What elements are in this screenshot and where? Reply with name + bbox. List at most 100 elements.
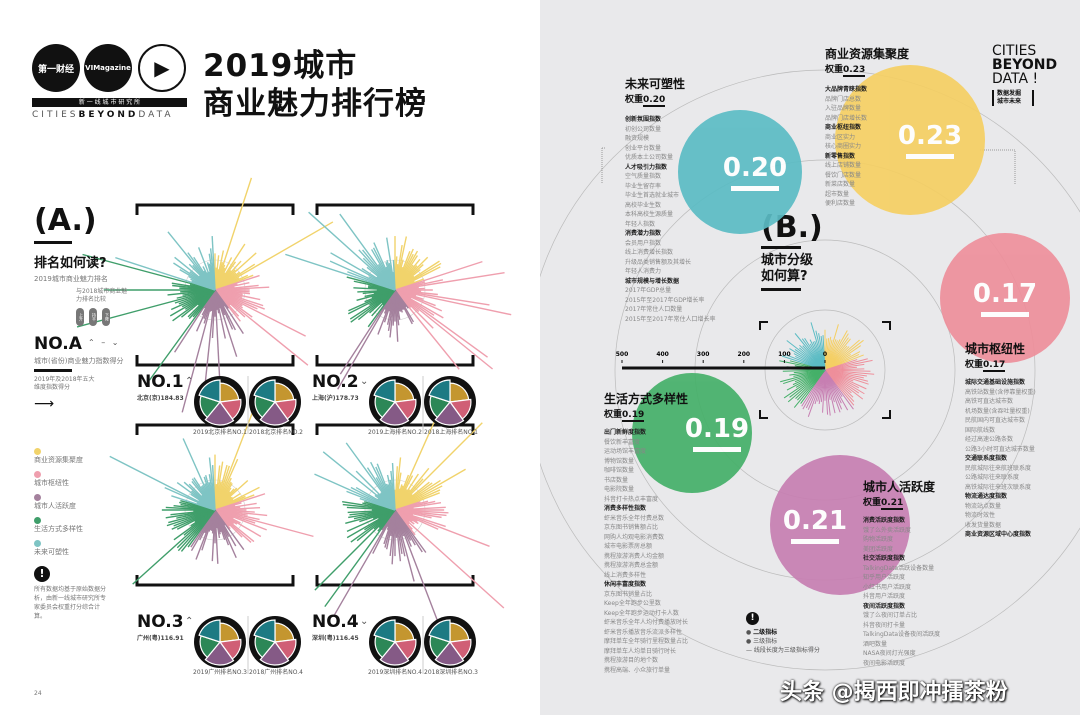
weight-value: 0.17: [972, 279, 1038, 309]
brand-block: CITIES BEYOND DATA ! 数据发掘 城市未来: [992, 44, 1057, 106]
indicator-tertiary: 携程旅游消费总金额: [604, 562, 659, 569]
legend-dot-icon: [34, 517, 41, 524]
underline: [906, 154, 954, 159]
methodology-note: 所有数据均基于原始数据分析，由新一线城市研究所专家委员会权重打分综合计算。: [34, 586, 107, 620]
arrow-right-icon: ⟶: [34, 396, 55, 412]
legend-item: 商业资源集聚度: [34, 448, 83, 465]
indicator-tertiary: 电影院数量: [604, 486, 635, 493]
city-score: 上海(沪)178.73: [312, 395, 359, 402]
indicator-tertiary: 餐饮门店数量: [825, 171, 862, 179]
indicator-secondary: 大品牌青睐指数: [825, 86, 868, 93]
burst-ray: [394, 271, 505, 291]
exclamation-icon: !: [746, 612, 759, 625]
indicator-tertiary: 饿了么夜间订单占比: [863, 612, 918, 619]
indicator-tertiary: 民航城际往来航班联系度: [965, 464, 1032, 472]
burst-ray: [181, 289, 216, 413]
burst-ray: [214, 289, 222, 392]
city-pies: [194, 376, 301, 434]
legend-dot-icon: [34, 448, 41, 455]
burst-ray: [324, 509, 396, 608]
brand-line: DATA !: [992, 71, 1039, 87]
divider: [34, 241, 72, 244]
trend-down-label: 下降: [102, 308, 110, 326]
weight-diagram: 500 400 300 200 100 0: [540, 69, 1080, 671]
indicator-list: 创新氛围指数 初创公司数量 融资规模 创业平台数量 优质本土公司数量 人才吸引力指数 空气质…: [625, 115, 716, 324]
axis-tick-label: 200: [738, 351, 751, 358]
burst-ray: [394, 289, 460, 370]
indicator-tertiary: 初创公司数量: [625, 125, 662, 133]
weight-circle-hub: 0.17: [940, 233, 1070, 363]
indicator-tertiary: 便利店数量: [825, 200, 856, 207]
pie-slice: [379, 401, 410, 426]
indicator-tertiary: 抖音打卡热点丰富度: [604, 495, 659, 503]
indicator-tertiary: 虾米音乐播放音乐流派多样性: [604, 628, 683, 636]
how-to-read-sub: 2019城市商业魅力排名: [34, 275, 108, 283]
trend-down-icon: ⌄: [360, 616, 369, 627]
frame-bracket: [135, 203, 295, 367]
burst-ray: [308, 211, 396, 291]
city-rank: NO.2: [312, 372, 359, 392]
watermark: 头条 @揭西即冲擂茶粉: [780, 680, 1008, 705]
indicator-tertiary: 摩拜单车人均单日骑行时长: [604, 647, 677, 655]
dimension-title: 城市枢纽性: [965, 342, 1026, 356]
dimension-weight: 权重0.20: [625, 95, 666, 107]
indicator-secondary: 消费潜力指数: [625, 230, 662, 237]
indicator-secondary: 交通联系度指数: [965, 455, 1008, 462]
axis-tick-label: 400: [656, 351, 669, 358]
logo-tagline: CITIESBEYONDDATA: [32, 110, 174, 120]
city-score: 深圳(粤)116.45: [312, 635, 359, 642]
pie-label-2019: 2019深圳排名NO.4: [368, 669, 422, 676]
underline: [731, 186, 779, 191]
trend-up-label: 上升: [76, 308, 84, 326]
indicator-tertiary: 携程旅游目的地个数: [604, 657, 659, 664]
trend-flat-label: 持平: [89, 308, 97, 326]
city-card: NO.1 ⌃ 北京(京)184.83 2019北京排名NO.1 2018北京排名NO.2: [137, 372, 312, 444]
rank-example: NO.A: [34, 334, 82, 354]
burst-ray: [214, 289, 306, 337]
indicator-tertiary: 运动场馆丰富度: [604, 448, 647, 455]
burst-ray: [394, 289, 512, 316]
legend-dot-icon: [34, 494, 41, 501]
burst-ray: [76, 289, 216, 328]
indicator-tertiary: 餐饮新丰富度: [604, 438, 641, 446]
brand-line: BEYOND: [992, 57, 1058, 73]
indicator-tertiary: 高铁站数量(含停靠量权重): [965, 388, 1036, 396]
pie-label-2019: 2019北京排名NO.1: [193, 429, 247, 436]
indicator-secondary: 出门新鲜度指数: [604, 429, 647, 436]
burst-ray: [394, 289, 488, 358]
burst-ray: [339, 289, 396, 375]
pie-slice: [198, 619, 221, 643]
trend-arrows-legend: 上升 持平 下降: [76, 308, 110, 326]
indicator-tertiary: 知乎用户活跃度: [863, 574, 906, 581]
indicator-tertiary: 2015年至2017年常住人口增长率: [625, 315, 716, 323]
burst-ray: [337, 289, 396, 390]
indicator-tertiary: 夜间电影活跃度: [863, 659, 906, 667]
indicator-tertiary: 毕业生首选就业城市: [625, 192, 680, 199]
underline: [981, 312, 1029, 317]
dotted-corner: [601, 147, 606, 183]
indicator-tertiary: 购物活跃度: [863, 536, 894, 543]
legend-item: 城市枢纽性: [34, 471, 83, 488]
how-calculated-heading: 城市分级 如何算?: [761, 253, 814, 284]
indicator-tertiary: 新菜店数量: [825, 181, 856, 188]
weight-value: 0.23: [897, 121, 963, 151]
indicator-tertiary: 京东图书销量占比: [604, 590, 653, 598]
indicator-tertiary: 线上消费多样性: [604, 571, 647, 579]
burst-ray: [394, 468, 466, 511]
indicator-tertiary: 饿了么外卖活跃度: [863, 526, 912, 534]
indicator-secondary: 消费活跃度指数: [863, 517, 906, 524]
legend-label: 城市枢纽性: [34, 479, 69, 487]
dimension-weight: 权重0.19: [604, 410, 645, 422]
pie-slice: [434, 401, 465, 426]
city-pies: [369, 376, 476, 434]
frame-bracket: [759, 321, 891, 419]
indicator-list: 城际交通基础设施指数 高铁站数量(含停靠量权重) 高铁可直达城市数 机场数量(含吞吐量…: [965, 378, 1036, 540]
indicator-legend: ● 二级指标 ● 三级指标 — 线段长度为三级指标得分: [746, 629, 820, 654]
divider: [761, 246, 801, 249]
right-page: 500 400 300 200 100 0 CITIES BEYOND DATA ! 数据…: [540, 0, 1080, 715]
axis-tick-label: 300: [697, 351, 710, 358]
burst-ray: [391, 462, 396, 511]
logo-vimagazine: VIMagazine: [84, 44, 132, 92]
legend-dot-icon: [34, 471, 41, 478]
indicator-tertiary: 高铁城际往来班次联系度: [965, 483, 1032, 491]
